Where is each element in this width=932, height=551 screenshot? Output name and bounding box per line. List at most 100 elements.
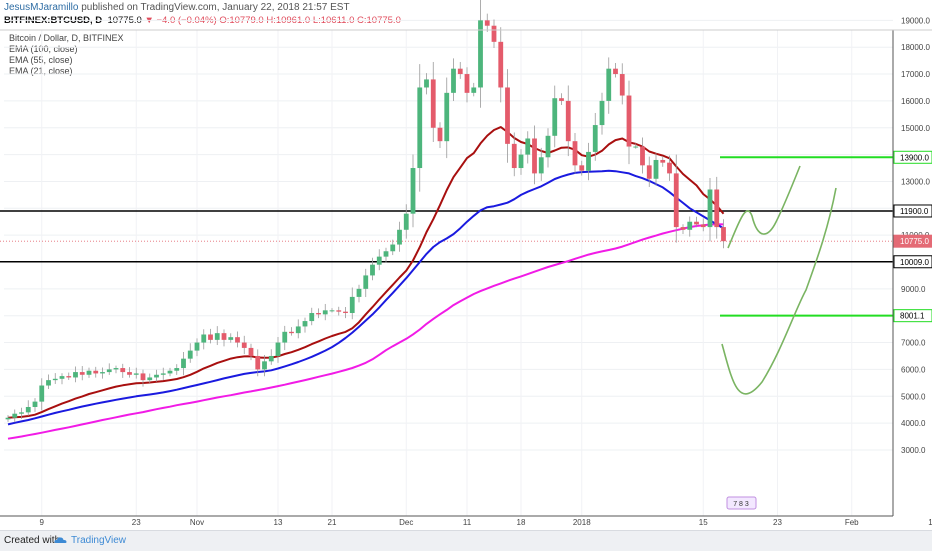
price-label-box: [893, 309, 932, 323]
x-tick-label: Dec: [399, 518, 413, 527]
projection-drawings[interactable]: [721, 165, 837, 395]
candle-down: [484, 20, 490, 26]
candle-up: [329, 310, 335, 312]
y-tick-label: 9000.0: [901, 285, 926, 294]
candle-down: [343, 311, 348, 314]
candle-down: [491, 25, 497, 42]
published-text: published on TradingView.com, January 22…: [81, 2, 350, 13]
candle-down: [511, 143, 517, 169]
candle-up: [46, 380, 51, 386]
price-label: 10009.0: [900, 258, 929, 267]
candle-down: [667, 162, 672, 174]
candle-up: [322, 310, 328, 315]
price-label-box: [893, 150, 932, 164]
candle-down: [430, 79, 436, 128]
price-chart[interactable]: 3000.04000.05000.06000.07000.08000.09000…: [0, 0, 932, 530]
candle-up: [599, 100, 605, 126]
legend-ema21[interactable]: EMA (21, close): [9, 66, 73, 76]
candle-up: [12, 413, 18, 418]
author-link[interactable]: JesusMJaramillo: [4, 2, 79, 13]
candle-up: [586, 151, 591, 171]
tradingview-brand[interactable]: TradingView: [71, 535, 127, 546]
candle-up: [451, 68, 456, 93]
candle-down: [235, 337, 240, 343]
price-label: 10775.0: [900, 237, 929, 246]
candle-up: [302, 321, 308, 327]
candle-up: [707, 189, 713, 228]
candle-down: [721, 227, 726, 242]
candle-up: [113, 368, 119, 370]
tradingview-cloud-icon: [54, 537, 67, 543]
candle-up: [606, 68, 612, 101]
legend-ema100[interactable]: EMA (100, close): [9, 44, 78, 54]
created-with-text: Created with: [4, 535, 61, 546]
footer-bar: Created with TradingView: [0, 530, 932, 551]
candle-up: [167, 370, 173, 374]
candle-up: [471, 87, 477, 93]
y-tick-label: 16000.0: [901, 97, 930, 106]
candle-down: [120, 368, 126, 373]
x-tick-label: 2018: [573, 518, 591, 527]
candle-down: [613, 68, 618, 75]
events-badge-box[interactable]: [726, 496, 757, 510]
y-tick-label: 18000.0: [901, 43, 930, 52]
candle-up: [363, 275, 369, 289]
x-tick-label: 18: [517, 518, 526, 527]
x-tick-label: 9: [40, 518, 45, 527]
candle-down: [79, 372, 85, 375]
y-tick-label: 6000.0: [901, 365, 926, 374]
candle-up: [100, 372, 105, 374]
candle-up: [73, 372, 78, 378]
candle-up: [538, 157, 544, 174]
candle-down: [66, 376, 72, 378]
candle-down: [673, 173, 679, 228]
legend-ema55[interactable]: EMA (55, close): [9, 55, 73, 65]
candle-up: [545, 135, 551, 158]
candle-down: [464, 74, 470, 93]
candles: [5, 0, 726, 423]
price-label-box: [893, 255, 932, 269]
candle-up: [390, 244, 396, 252]
candle-down: [694, 221, 699, 225]
candle-up: [370, 264, 375, 276]
projection-curve-high[interactable]: [727, 165, 801, 249]
candle-down: [626, 95, 632, 147]
x-tick-label: Nov: [190, 518, 204, 527]
candle-down: [437, 127, 443, 142]
x-tick-label: 11: [463, 518, 472, 527]
candle-down: [457, 68, 463, 75]
candle-up: [653, 159, 659, 179]
x-tick-label: 23: [132, 518, 141, 527]
legend-title: Bitcoin / Dollar, D, BITFINEX: [9, 33, 124, 43]
candle-down: [140, 373, 146, 381]
candle-up: [147, 377, 153, 381]
candle-up: [410, 168, 416, 214]
candle-up: [228, 337, 234, 340]
candle-up: [275, 342, 281, 356]
x-tick-label: Feb: [845, 518, 859, 527]
candle-down: [680, 227, 686, 230]
candle-down: [579, 165, 585, 171]
horizontal-levels[interactable]: [0, 156, 893, 317]
candle-up: [25, 406, 31, 413]
candle-up: [86, 370, 92, 375]
price-label: 13900.0: [900, 153, 929, 162]
candle-up: [214, 333, 220, 340]
candle-down: [660, 159, 666, 163]
candle-down: [248, 347, 254, 356]
candle-up: [262, 361, 267, 370]
events-badge[interactable]: 7 8 3: [726, 496, 757, 510]
ema55-line: [7, 169, 725, 426]
candle-up: [552, 98, 558, 136]
candle-up: [282, 331, 288, 343]
candle-down: [559, 98, 564, 101]
candle-down: [208, 334, 213, 340]
projection-curve-low[interactable]: [721, 187, 837, 395]
candle-up: [187, 350, 193, 359]
y-tick-label: 19000.0: [901, 16, 930, 25]
candle-down: [498, 41, 504, 88]
events-badge-text: 7 8 3: [733, 501, 749, 508]
candle-up: [268, 355, 274, 362]
candle-down: [619, 74, 625, 96]
candle-up: [19, 412, 24, 414]
